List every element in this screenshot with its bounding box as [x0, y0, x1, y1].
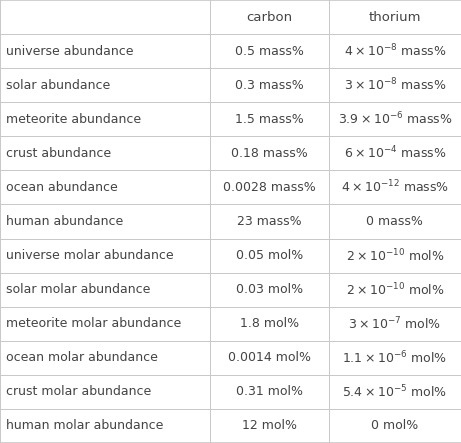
Text: 1.8 mol%: 1.8 mol%	[240, 317, 299, 330]
Text: 0 mass%: 0 mass%	[366, 215, 423, 228]
Text: 12 mol%: 12 mol%	[242, 420, 297, 432]
Text: human molar abundance: human molar abundance	[6, 420, 163, 432]
Text: 0.3 mass%: 0.3 mass%	[235, 79, 304, 92]
Text: $6\times10^{-4}$ mass%: $6\times10^{-4}$ mass%	[343, 145, 446, 162]
Text: thorium: thorium	[369, 11, 421, 23]
Text: solar abundance: solar abundance	[6, 79, 110, 92]
Text: $5.4\times10^{-5}$ mol%: $5.4\times10^{-5}$ mol%	[343, 384, 447, 400]
Text: $3\times10^{-8}$ mass%: $3\times10^{-8}$ mass%	[343, 77, 446, 93]
Text: universe abundance: universe abundance	[6, 45, 133, 58]
Text: $2\times10^{-10}$ mol%: $2\times10^{-10}$ mol%	[345, 281, 444, 298]
Text: 0.5 mass%: 0.5 mass%	[235, 45, 304, 58]
Text: 23 mass%: 23 mass%	[237, 215, 301, 228]
Text: solar molar abundance: solar molar abundance	[6, 283, 150, 296]
Text: 0.03 mol%: 0.03 mol%	[236, 283, 303, 296]
Text: meteorite abundance: meteorite abundance	[6, 113, 141, 126]
Text: $2\times10^{-10}$ mol%: $2\times10^{-10}$ mol%	[345, 247, 444, 264]
Text: 0 mol%: 0 mol%	[371, 420, 419, 432]
Text: crust molar abundance: crust molar abundance	[6, 385, 151, 398]
Text: $3.9\times10^{-6}$ mass%: $3.9\times10^{-6}$ mass%	[337, 111, 452, 128]
Text: $3\times10^{-7}$ mol%: $3\times10^{-7}$ mol%	[349, 315, 441, 332]
Text: $4\times10^{-8}$ mass%: $4\times10^{-8}$ mass%	[343, 43, 446, 59]
Text: universe molar abundance: universe molar abundance	[6, 249, 173, 262]
Text: 0.31 mol%: 0.31 mol%	[236, 385, 303, 398]
Text: crust abundance: crust abundance	[6, 147, 111, 160]
Text: 0.0014 mol%: 0.0014 mol%	[228, 351, 311, 364]
Text: 0.05 mol%: 0.05 mol%	[236, 249, 303, 262]
Text: $4\times10^{-12}$ mass%: $4\times10^{-12}$ mass%	[341, 179, 449, 196]
Text: meteorite molar abundance: meteorite molar abundance	[6, 317, 181, 330]
Text: 0.18 mass%: 0.18 mass%	[231, 147, 307, 160]
Text: ocean abundance: ocean abundance	[6, 181, 117, 194]
Text: carbon: carbon	[246, 11, 292, 23]
Text: human abundance: human abundance	[6, 215, 123, 228]
Text: $1.1\times10^{-6}$ mol%: $1.1\times10^{-6}$ mol%	[343, 350, 447, 366]
Text: ocean molar abundance: ocean molar abundance	[6, 351, 157, 364]
Text: 0.0028 mass%: 0.0028 mass%	[223, 181, 316, 194]
Text: 1.5 mass%: 1.5 mass%	[235, 113, 304, 126]
